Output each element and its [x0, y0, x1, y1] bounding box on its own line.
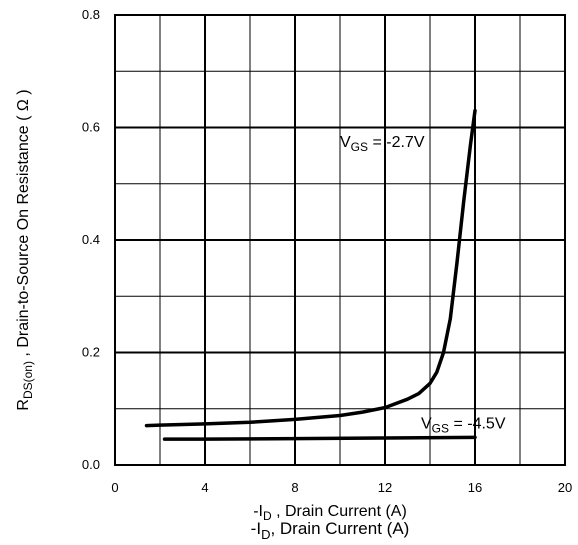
- y-axis-label: RDS(on) , Drain-to-Source On Resistance …: [15, 89, 35, 410]
- x-label2-rest: , Drain Current (A): [270, 519, 409, 538]
- x-tick-labels: 0 4 8 12 16 20: [111, 480, 572, 495]
- series-line-1: [144, 108, 477, 428]
- series-line-2: [162, 435, 477, 441]
- y-tick-label: 0.6: [82, 120, 100, 135]
- x-label-prefix: -I: [253, 503, 263, 520]
- x-label-rest: , Drain Current (A): [272, 503, 407, 520]
- x-label2-prefix: -I: [251, 519, 261, 538]
- y-tick-label: 0.4: [82, 232, 100, 247]
- series-group: [144, 108, 477, 441]
- y-tick-label: 0.0: [82, 457, 100, 472]
- x-tick-label: 16: [468, 480, 482, 495]
- x-tick-label: 0: [111, 480, 118, 495]
- annotations: VGS = -2.7V VGS = -4.5V: [340, 134, 506, 435]
- y-tick-labels: 0.0 0.2 0.4 0.6 0.8: [82, 7, 100, 472]
- x-tick-label: 4: [201, 480, 208, 495]
- y-label-prefix: R: [15, 399, 32, 411]
- y-label-rest: , Drain-to-Source On Resistance ( Ω ): [15, 89, 32, 361]
- y-label-sub: DS(on): [21, 361, 35, 399]
- x-label2-sub: D: [261, 527, 270, 542]
- x-tick-label: 8: [291, 480, 298, 495]
- x-axis-label-repeat: -ID, Drain Current (A): [251, 519, 410, 542]
- series-annotation: VGS = -4.5V: [421, 415, 506, 435]
- y-tick-label: 0.8: [82, 7, 100, 22]
- plot-frame: [114, 14, 566, 466]
- y-tick-label: 0.2: [82, 345, 100, 360]
- series-annotation: VGS = -2.7V: [340, 134, 425, 154]
- x-tick-label: 20: [558, 480, 572, 495]
- x-tick-label: 12: [378, 480, 392, 495]
- x-label-sub: D: [263, 509, 272, 523]
- x-axis-label: -ID , Drain Current (A): [253, 503, 407, 523]
- grid: [115, 15, 565, 465]
